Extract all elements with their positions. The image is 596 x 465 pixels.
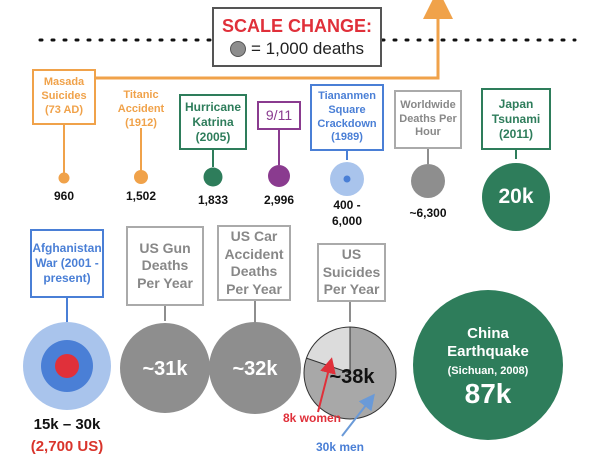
value-911: 2,996 <box>263 193 295 207</box>
value-gun: ~31k <box>142 358 188 380</box>
circle-hourly <box>411 164 445 198</box>
circle-china <box>413 290 563 440</box>
circle-japan <box>482 163 550 231</box>
circle-masada <box>58 172 70 184</box>
label-katrina: Hurricane Katrina (2005) <box>179 94 247 150</box>
scale-legend-dot-icon <box>230 40 247 57</box>
circle-car <box>209 322 301 414</box>
circle-titanic <box>134 170 148 184</box>
value-car: ~32k <box>232 358 278 380</box>
label-japan: Japan Tsunami (2011) <box>481 88 551 150</box>
value-japan: 20k <box>498 185 534 208</box>
label-suicides: US Suicides Per Year <box>317 243 386 302</box>
circle-911 <box>268 165 290 187</box>
circle-gun <box>120 323 210 413</box>
scale-legend-text: = 1,000 deaths <box>251 38 364 58</box>
label-afghanistan: Afghanistan War (2001 - present) <box>30 229 104 298</box>
men-arrow <box>341 393 375 437</box>
label-women: 8k women <box>282 411 342 425</box>
label-tiananmen: Tiananmen Square Crackdown (1989) <box>310 84 384 151</box>
label-titanic: Titanic Accident (1912) <box>111 89 171 129</box>
label-hourly: Worldwide Deaths Per Hour <box>394 90 462 149</box>
label-911: 9/11 <box>257 101 301 130</box>
value-titanic: 1,502 <box>125 189 157 203</box>
circle-tiananmen-inner <box>343 175 351 183</box>
label-men: 30k men <box>315 440 365 454</box>
value-china: 87k <box>464 378 512 409</box>
women-arrow <box>317 357 336 413</box>
label-masada: Masada Suicides (73 AD) <box>32 69 96 125</box>
circle-katrina <box>203 167 223 187</box>
value-katrina: 1,833 <box>197 193 229 207</box>
scale-change-box: SCALE CHANGE: = 1,000 deaths <box>212 7 382 67</box>
circle-afghanistan-inner <box>55 354 79 378</box>
value-masada: 960 <box>53 189 75 203</box>
scale-change-title: SCALE CHANGE: <box>221 15 372 36</box>
value-afghanistan-us: (2,700 US) <box>30 438 104 455</box>
label-gun: US Gun Deaths Per Year <box>126 226 204 306</box>
label-china: China Earthquake <box>447 325 529 360</box>
value-hourly: ~6,300 <box>409 206 447 220</box>
value-afghanistan: 15k – 30k <box>33 416 101 433</box>
sublabel-china: (Sichuan, 2008) <box>447 365 529 377</box>
value-tiananmen: 400 - 6,000 <box>331 198 363 228</box>
value-suicides: ~38k <box>329 366 375 388</box>
label-car: US Car Accident Deaths Per Year <box>217 225 291 301</box>
